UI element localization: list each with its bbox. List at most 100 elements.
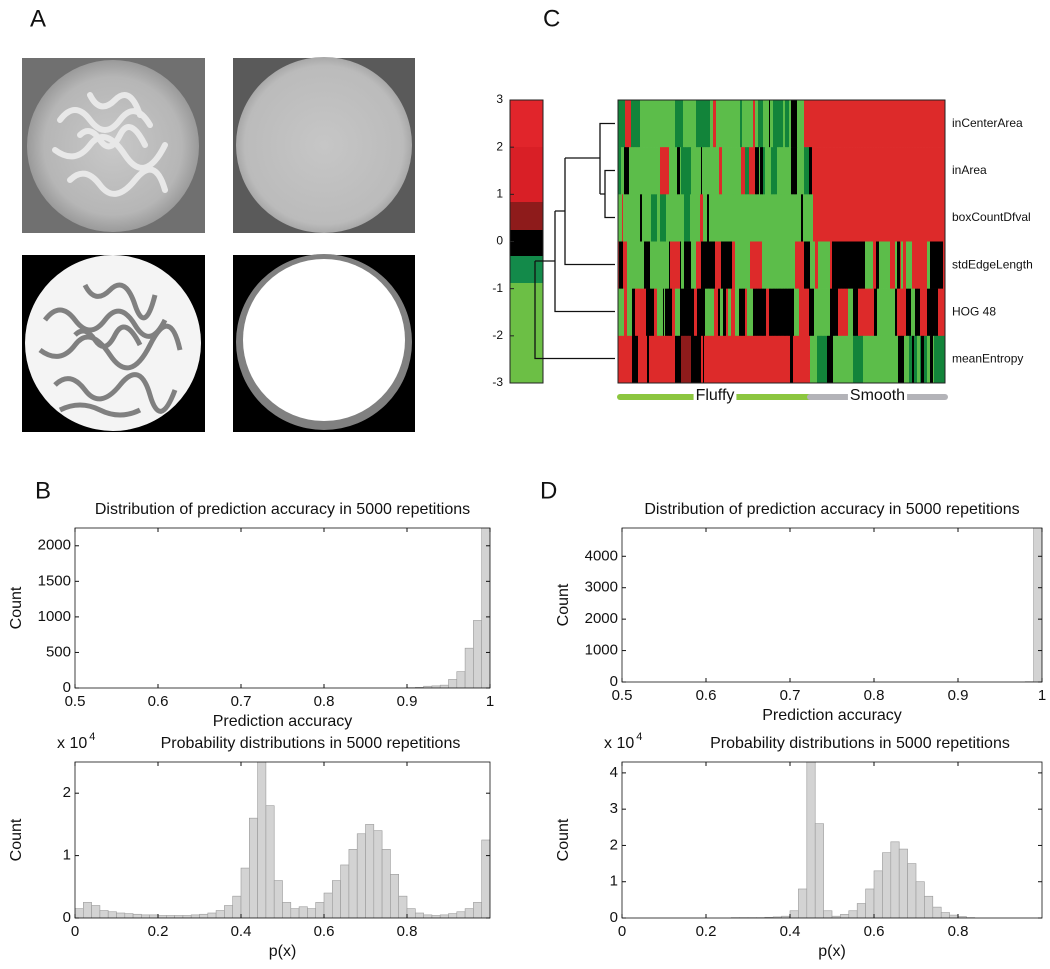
heatmap-cell [847, 100, 849, 148]
x-tick-label: 0.7 [231, 693, 252, 710]
heatmap-cell [626, 194, 630, 242]
heatmap-cell [766, 288, 770, 337]
heatmap-cell [860, 100, 864, 148]
heatmap-cell [655, 335, 657, 384]
heatmap-cell [830, 288, 834, 337]
heatmap-cell [684, 241, 686, 289]
heatmap-cell [943, 335, 946, 384]
heatmap-cell [872, 100, 875, 148]
heatmap-cell [905, 194, 909, 242]
bar [856, 903, 866, 918]
heatmap-cell [650, 288, 654, 337]
heatmap-cell [713, 100, 715, 148]
heatmap-cell [850, 194, 852, 242]
heatmap-cell [651, 194, 655, 242]
heatmap-cell [630, 241, 633, 289]
heatmap-cell [748, 100, 752, 148]
heatmap-cell [732, 335, 736, 384]
heatmap-cell [806, 194, 809, 242]
x-tick-label: 0.4 [231, 923, 252, 940]
heatmap-cell [766, 100, 770, 148]
heatmap-cell [797, 288, 799, 337]
heatmap-cell [873, 241, 875, 289]
heatmap-cell [683, 147, 686, 195]
heatmap-cell [938, 147, 942, 195]
heatmap-cell [633, 288, 636, 337]
heatmap-cell [842, 241, 845, 289]
heatmap-cell [835, 335, 837, 384]
heatmap-cell [767, 241, 771, 289]
bar [398, 895, 408, 918]
x-tick-label: 0.7 [780, 687, 801, 704]
heatmap-cell [920, 335, 922, 384]
heatmap-cell [660, 194, 663, 242]
heatmap-cell [919, 100, 923, 148]
heatmap-cell [854, 100, 857, 148]
heatmap-cell [828, 100, 832, 148]
heatmap-cell [859, 147, 861, 195]
heatmap-cell [824, 241, 826, 289]
heatmap-cell [632, 335, 635, 384]
heatmap-cell [779, 241, 781, 289]
heatmap-cell [703, 335, 705, 384]
heatmap-cell [882, 335, 886, 384]
heatmap-cell [783, 335, 787, 384]
heatmap-cell [912, 194, 914, 242]
heatmap-cell [714, 288, 718, 337]
heatmap-cell [901, 241, 903, 289]
bar [199, 913, 209, 918]
heatmap-cell [695, 288, 698, 337]
heatmap-cell [653, 288, 655, 337]
heatmap-cell [669, 241, 671, 289]
plot-frame [74, 761, 491, 919]
heatmap-cell [831, 147, 833, 195]
heatmap-cell [868, 194, 872, 242]
heatmap-cell [753, 194, 756, 242]
heatmap-cell [663, 335, 666, 384]
heatmap-cell [659, 100, 663, 148]
heatmap-cell [831, 100, 833, 148]
heatmap-cell [839, 194, 842, 242]
heatmap-cell [884, 288, 886, 337]
heatmap-cell [842, 194, 844, 242]
heatmap-cell [904, 194, 906, 242]
heatmap-cell [640, 335, 643, 384]
heatmap-cell [835, 241, 839, 289]
heatmap-cell [750, 288, 754, 337]
bar [448, 679, 458, 688]
heatmap-cell [924, 241, 928, 289]
heatmap-cell [833, 335, 836, 384]
heatmap-cell [678, 147, 681, 195]
heatmap-cell [883, 194, 887, 242]
heatmap-cell [917, 288, 921, 337]
bar [464, 647, 474, 688]
heatmap-cell [922, 194, 926, 242]
heatmap-cell [675, 100, 678, 148]
heatmap-cell [893, 288, 896, 337]
heatmap-cell [712, 194, 716, 242]
heatmap-cell [709, 147, 711, 195]
heatmap-cell [738, 288, 740, 337]
y-tick-label: 3000 [585, 579, 618, 596]
heatmap-cell [687, 100, 691, 148]
heatmap-cell [723, 288, 727, 337]
y-axis-label: Count [8, 586, 25, 629]
panel-label: D [540, 477, 557, 504]
heatmap-cell [618, 335, 621, 384]
heatmap-cell [743, 100, 747, 148]
heatmap-cell [763, 147, 766, 195]
heatmap-cell [640, 194, 643, 242]
heatmap-cell [635, 288, 638, 337]
x-tick-label: 0.8 [864, 687, 885, 704]
y-multiplier: x 10 [57, 735, 87, 752]
heatmap-cell [917, 194, 921, 242]
heatmap-cell [822, 100, 826, 148]
x-tick-label: 1 [486, 693, 494, 710]
bar [915, 881, 925, 918]
heatmap-cell [618, 147, 620, 195]
heatmap-cell [890, 241, 892, 289]
bar [207, 912, 217, 918]
heatmap-cell [927, 241, 929, 289]
heatmap-cell [742, 147, 746, 195]
heatmap-cell [898, 335, 902, 384]
